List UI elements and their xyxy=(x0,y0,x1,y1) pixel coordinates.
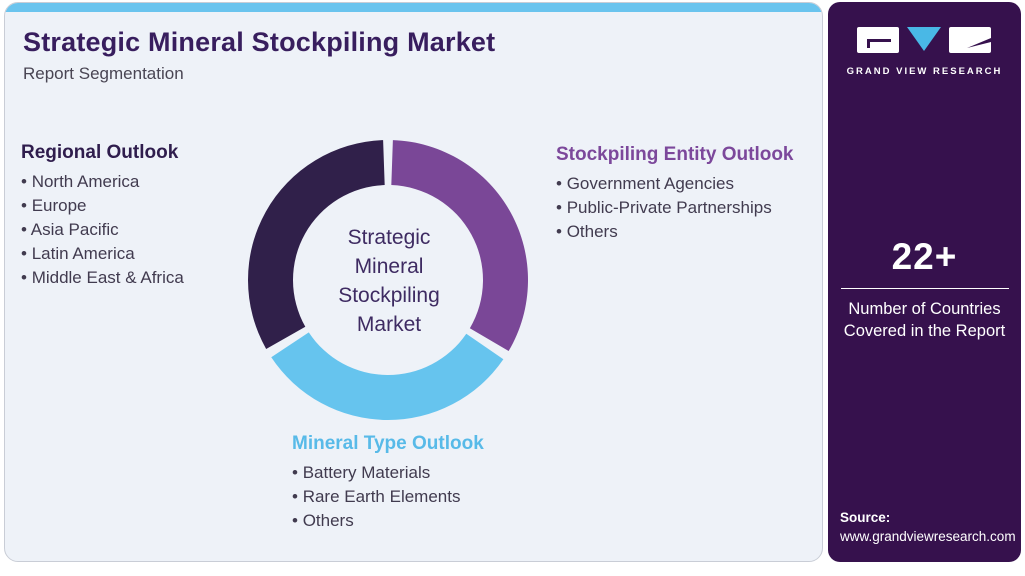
main-panel: Strategic Mineral Stockpiling Market Rep… xyxy=(4,2,823,562)
donut-segment xyxy=(391,140,529,352)
source-url: www.grandviewresearch.com xyxy=(840,529,1016,544)
logo-brand-text: GRAND VIEW RESEARCH xyxy=(846,66,1003,77)
page-title: Strategic Mineral Stockpiling Market xyxy=(23,27,496,57)
list-item: Europe xyxy=(21,194,184,218)
gvr-logo-icon xyxy=(856,27,991,53)
section-mineral-outlook: Mineral Type Outlook Battery MaterialsRa… xyxy=(292,433,484,533)
stat-caption: Number of Countries Covered in the Repor… xyxy=(843,300,1006,341)
logo-block: GRAND VIEW RESEARCH xyxy=(828,26,1021,77)
section-regional-outlook: Regional Outlook North AmericaEuropeAsia… xyxy=(21,142,184,290)
list-item: Asia Pacific xyxy=(21,218,184,242)
donut-segment xyxy=(271,332,504,420)
stat-value: 22+ xyxy=(891,236,958,277)
top-accent-bar xyxy=(5,3,822,12)
entity-outlook-heading: Stockpiling Entity Outlook xyxy=(556,144,794,165)
stat-block: 22+ Number of Countries Covered in the R… xyxy=(828,236,1021,343)
list-item: Others xyxy=(556,220,794,244)
list-item: North America xyxy=(21,170,184,194)
stat-divider xyxy=(840,288,1009,289)
regional-outlook-list: North AmericaEuropeAsia PacificLatin Ame… xyxy=(21,170,184,290)
list-item: Public-Private Partnerships xyxy=(556,196,794,220)
mineral-outlook-heading: Mineral Type Outlook xyxy=(292,433,484,454)
list-item: Others xyxy=(292,509,484,533)
sidebar-panel: GRAND VIEW RESEARCH 22+ Number of Countr… xyxy=(828,2,1021,562)
donut-chart xyxy=(238,130,538,430)
header: Strategic Mineral Stockpiling Market Rep… xyxy=(23,27,495,84)
page-subtitle: Report Segmentation xyxy=(23,64,184,83)
source-block: Source: www.grandviewresearch.com xyxy=(840,510,1016,544)
donut-chart-svg xyxy=(248,140,529,420)
entity-outlook-list: Government AgenciesPublic-Private Partne… xyxy=(556,172,794,244)
source-label: Source: xyxy=(840,510,891,525)
list-item: Latin America xyxy=(21,242,184,266)
list-item: Government Agencies xyxy=(556,172,794,196)
donut-segment xyxy=(248,140,385,349)
list-item: Battery Materials xyxy=(292,461,484,485)
mineral-outlook-list: Battery MaterialsRare Earth ElementsOthe… xyxy=(292,461,484,533)
section-entity-outlook: Stockpiling Entity Outlook Government Ag… xyxy=(556,144,794,244)
list-item: Rare Earth Elements xyxy=(292,485,484,509)
list-item: Middle East & Africa xyxy=(21,266,184,290)
donut-center-label: Strategic Mineral Stockpiling Market xyxy=(338,226,440,336)
regional-outlook-heading: Regional Outlook xyxy=(21,142,179,163)
